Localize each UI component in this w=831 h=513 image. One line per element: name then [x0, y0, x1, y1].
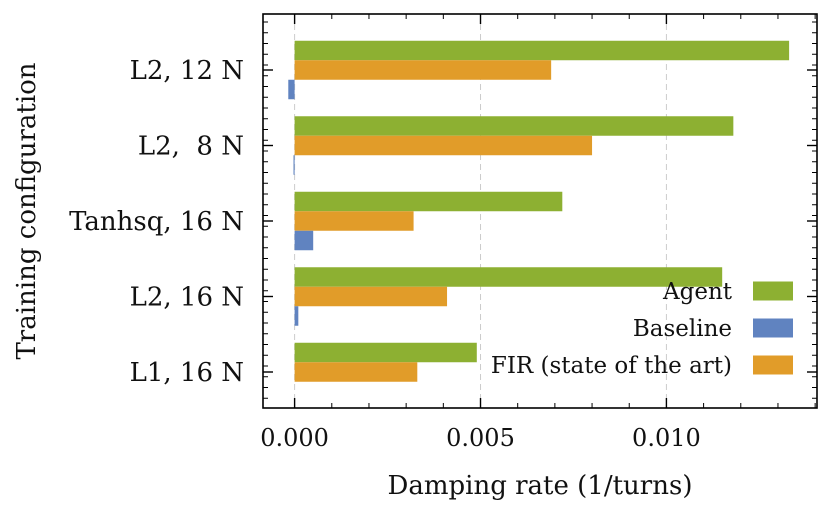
category-label-3: L2, 16 N: [130, 283, 244, 313]
legend-label-2: FIR (state of the art): [491, 353, 732, 379]
bar-baseline-1: [293, 155, 295, 175]
bar-fir-state-of-the-art--0: [294, 60, 552, 80]
plot-frame: [262, 13, 818, 409]
x-tick-label-2: 0.010: [632, 424, 701, 452]
bar-agent-4: [294, 342, 477, 363]
bars: [288, 40, 790, 382]
bar-fir-state-of-the-art--1: [294, 135, 593, 156]
category-label-1: L2, 8 N: [138, 132, 244, 162]
bar-agent-1: [294, 116, 734, 136]
x-axis-title: Damping rate (1/turns): [388, 471, 693, 501]
legend-label-0: Agent: [662, 279, 733, 305]
bar-baseline-0: [288, 79, 295, 100]
legend-swatch-2: [753, 355, 793, 375]
bar-agent-3: [294, 267, 723, 287]
axis-ticks: [263, 14, 817, 408]
bar-baseline-2: [294, 230, 314, 251]
category-label-4: L1, 16 N: [130, 358, 244, 388]
category-label-0: L2, 12 N: [130, 56, 244, 86]
legend-swatch-1: [753, 318, 793, 338]
bar-fir-state-of-the-art--4: [294, 362, 418, 382]
bar-baseline-3: [294, 306, 299, 326]
bar-fir-state-of-the-art--3: [294, 286, 448, 307]
legend-swatch-0: [753, 281, 793, 301]
legend: Agent Baseline FIR (state of the art): [491, 279, 793, 379]
bar-agent-0: [294, 40, 790, 61]
legend-label-1: Baseline: [633, 316, 732, 342]
y-axis-title: Training configuration: [12, 62, 42, 359]
category-labels: L2, 12 N L2, 8 N Tanhsq, 16 N L2, 16 N L1, 1…: [69, 56, 244, 388]
bar-fir-state-of-the-art--2: [294, 211, 414, 231]
bar-agent-2: [294, 191, 563, 212]
category-label-2: Tanhsq, 16 N: [69, 207, 244, 237]
x-tick-labels: 0.000 0.005 0.010: [260, 424, 701, 452]
x-tick-label-1: 0.005: [446, 424, 515, 452]
x-tick-label-0: 0.000: [260, 424, 329, 452]
